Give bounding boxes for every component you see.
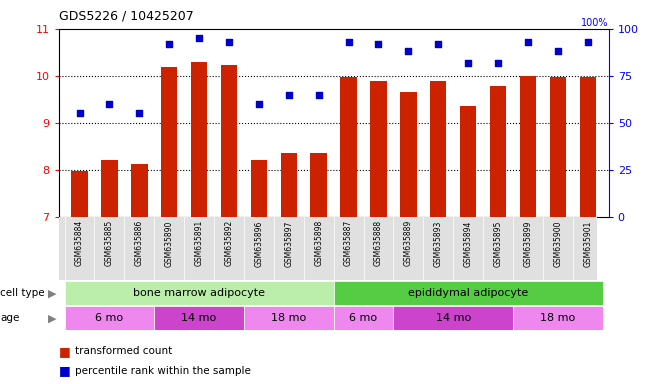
Bar (400, 92, 417, 217)
Bar (579, 77, 596, 217)
Text: 100%: 100% (581, 18, 609, 28)
Bar (154, 306, 244, 330)
Point (463, 60, 473, 66)
Point (583, 39, 593, 45)
Bar (64, 306, 154, 330)
Text: GSM635894: GSM635894 (464, 220, 473, 266)
Text: GSM635890: GSM635890 (165, 220, 174, 266)
Text: transformed count: transformed count (75, 346, 172, 356)
Text: GSM635897: GSM635897 (284, 220, 294, 266)
Bar (311, 154, 327, 217)
Point (134, 111, 145, 117)
Text: GSM635888: GSM635888 (374, 220, 383, 266)
Point (74, 111, 85, 117)
Bar (519, 76, 536, 217)
Point (254, 101, 264, 107)
Text: GSM635887: GSM635887 (344, 220, 353, 266)
Text: GSM635885: GSM635885 (105, 220, 114, 266)
Text: ■: ■ (59, 345, 70, 358)
Point (284, 92, 294, 98)
Point (433, 41, 443, 47)
Text: GSM635901: GSM635901 (583, 220, 592, 266)
Point (104, 101, 115, 107)
Text: GSM635891: GSM635891 (195, 220, 204, 266)
Text: GSM635896: GSM635896 (255, 220, 264, 266)
Text: GSM635895: GSM635895 (493, 220, 503, 266)
Point (493, 60, 503, 66)
Point (373, 41, 383, 47)
Text: GSM635889: GSM635889 (404, 220, 413, 266)
Bar (64, 281, 334, 305)
Text: 14 mo: 14 mo (182, 313, 217, 323)
Point (164, 41, 174, 47)
Point (194, 35, 204, 41)
Text: ▶: ▶ (48, 288, 56, 298)
Point (224, 39, 234, 45)
Bar (340, 77, 357, 217)
Text: 18 mo: 18 mo (271, 313, 307, 323)
Bar (281, 154, 297, 217)
Text: GSM635884: GSM635884 (75, 220, 84, 266)
Bar (221, 66, 237, 217)
Text: age: age (0, 313, 20, 323)
Bar (161, 67, 178, 217)
Text: epididymal adipocyte: epididymal adipocyte (408, 288, 529, 298)
Bar (191, 62, 207, 217)
Text: 18 mo: 18 mo (540, 313, 575, 323)
Bar (549, 77, 566, 217)
Text: 14 mo: 14 mo (436, 313, 471, 323)
Bar (430, 81, 447, 217)
Text: GSM635886: GSM635886 (135, 220, 144, 266)
Bar (244, 306, 334, 330)
Text: percentile rank within the sample: percentile rank within the sample (75, 366, 251, 376)
Text: 6 mo: 6 mo (350, 313, 378, 323)
Point (553, 48, 563, 55)
Bar (393, 306, 513, 330)
Text: GSM635899: GSM635899 (523, 220, 533, 266)
Text: bone marrow adipocyte: bone marrow adipocyte (133, 288, 265, 298)
Bar (251, 160, 267, 217)
Text: ▶: ▶ (48, 313, 56, 323)
Point (523, 39, 533, 45)
Point (314, 92, 324, 98)
Bar (460, 106, 477, 217)
Point (343, 39, 353, 45)
Bar (131, 164, 148, 217)
Text: GSM635892: GSM635892 (225, 220, 234, 266)
Bar (334, 281, 603, 305)
Text: GSM635893: GSM635893 (434, 220, 443, 266)
Text: 6 mo: 6 mo (95, 313, 124, 323)
Text: GDS5226 / 10425207: GDS5226 / 10425207 (59, 10, 193, 23)
Bar (72, 171, 88, 217)
Text: ■: ■ (59, 364, 70, 377)
Bar (334, 306, 393, 330)
Bar (513, 306, 603, 330)
Point (403, 48, 413, 55)
Bar (370, 81, 387, 217)
Text: GSM635898: GSM635898 (314, 220, 323, 266)
Bar (101, 160, 118, 217)
Bar (490, 86, 506, 217)
Text: cell type: cell type (0, 288, 45, 298)
Text: GSM635900: GSM635900 (553, 220, 562, 266)
